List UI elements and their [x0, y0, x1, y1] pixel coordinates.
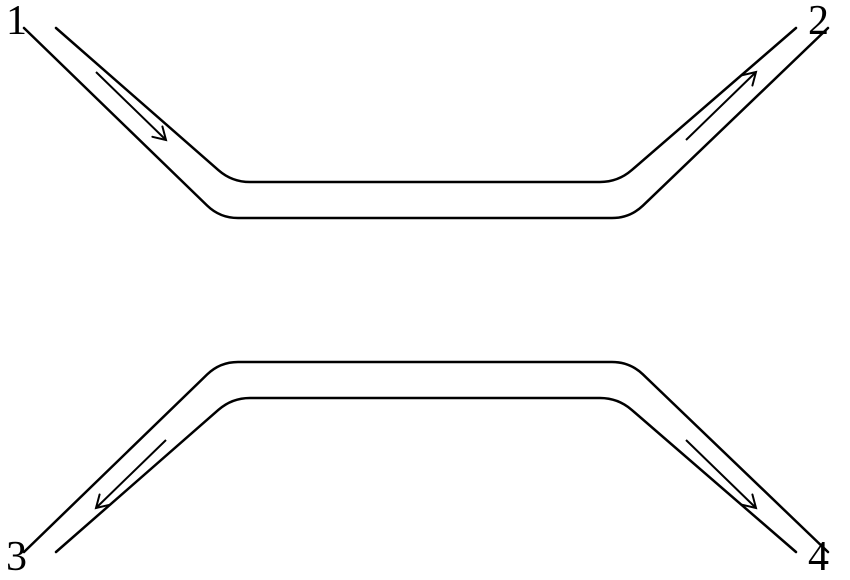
upper-waveguide-outer: [24, 28, 828, 218]
arrow-3-out-shaft: [96, 440, 166, 508]
coupler-diagram: [0, 0, 850, 577]
port-label-1: 1: [6, 0, 27, 42]
arrow-1-in-shaft: [96, 72, 166, 140]
lower-waveguide-outer: [24, 362, 828, 552]
diagram-canvas: 1 2 3 4: [0, 0, 850, 577]
lower-waveguide-inner: [56, 398, 796, 552]
port-label-3: 3: [6, 536, 27, 578]
upper-waveguide-inner: [56, 28, 796, 182]
port-label-4: 4: [808, 536, 829, 578]
port-label-2: 2: [808, 0, 829, 42]
